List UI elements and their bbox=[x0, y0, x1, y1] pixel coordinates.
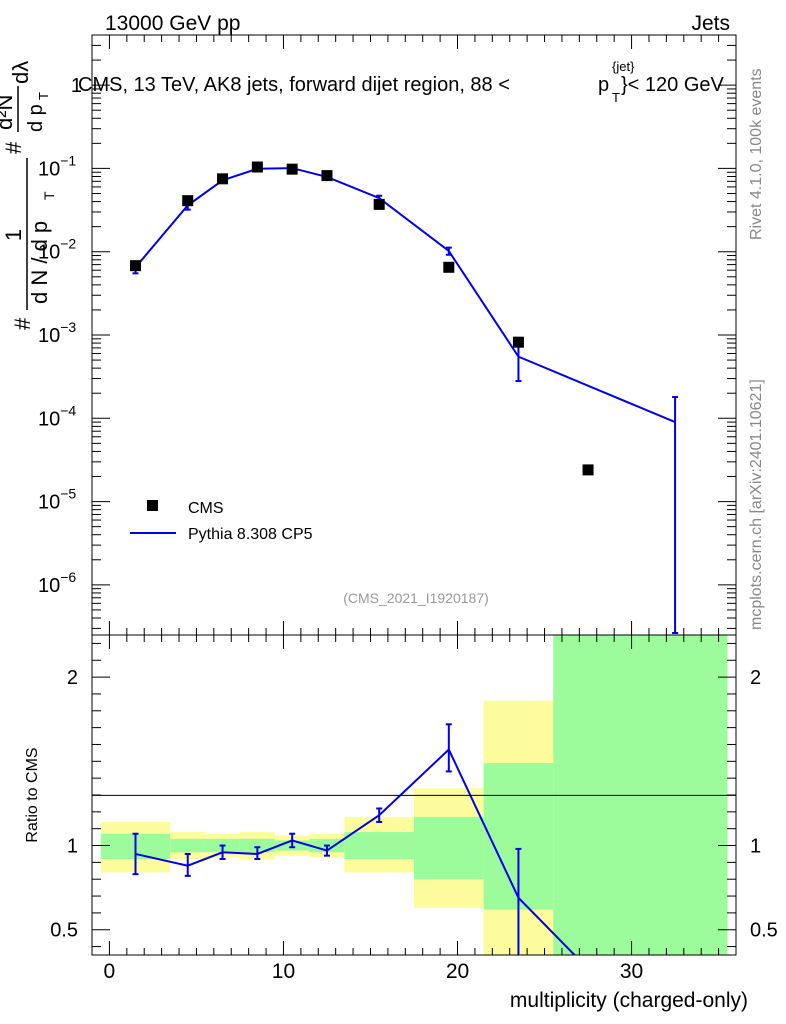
ratio-ytick-label-right-1: 1 bbox=[750, 836, 761, 858]
ratio-ytick-label-right-2: 2 bbox=[750, 667, 761, 689]
ylabel-hash: # bbox=[10, 317, 35, 330]
data-point-1 bbox=[182, 195, 194, 207]
band-green-3 bbox=[239, 838, 275, 853]
legend-data-label: CMS bbox=[188, 500, 224, 517]
main-frame bbox=[91, 34, 737, 636]
data-point-8 bbox=[512, 336, 524, 348]
side-rivet: Rivet 4.1.0, 100k events bbox=[748, 68, 765, 240]
ytick-label-0: 1 bbox=[71, 75, 82, 97]
xtick-label-3: 30 bbox=[620, 960, 643, 983]
axis-ticks: 0 10 20 30 1 10−1 10−2 10−3 10−4 10−5 10−6 0.5 0.5 1 1… bbox=[38, 34, 778, 983]
ylabel-hash2: # bbox=[1, 141, 26, 154]
xlabel: multiplicity (charged-only) bbox=[510, 989, 748, 1012]
legend: CMS Pythia 8.308 CP5 bbox=[130, 500, 313, 543]
plot-title: CMS, 13 TeV, AK8 jets, forward dijet reg… bbox=[78, 59, 725, 105]
ylabel-num: d²N bbox=[0, 95, 17, 130]
ytick-label-5: 10−5 bbox=[38, 486, 76, 514]
mc-line bbox=[134, 167, 676, 424]
xtick-label-1: 10 bbox=[272, 960, 295, 983]
legend-mc-label: Pythia 8.308 CP5 bbox=[188, 526, 313, 543]
data-point-4 bbox=[286, 163, 298, 175]
title-p: p bbox=[598, 74, 609, 96]
ratio-ytick-label-left-1: 1 bbox=[67, 836, 78, 858]
analysis-tag: (CMS_2021_I1920187) bbox=[343, 590, 489, 606]
data-point-0 bbox=[130, 260, 142, 272]
ylabel-dl: dλ bbox=[8, 61, 33, 84]
data-point-9 bbox=[582, 464, 594, 476]
legend-data-marker bbox=[147, 500, 158, 511]
xtick-label-2: 20 bbox=[446, 960, 469, 983]
title-sup: {jet} bbox=[612, 59, 635, 74]
data-point-2 bbox=[217, 173, 229, 185]
band-green-1 bbox=[170, 838, 206, 853]
title-main: CMS, 13 TeV, AK8 jets, forward dijet reg… bbox=[78, 74, 510, 96]
title-sub: T bbox=[612, 90, 620, 105]
data-point-7 bbox=[443, 261, 455, 273]
band-green-6 bbox=[344, 832, 414, 859]
ytick-label-3: 10−3 bbox=[38, 319, 76, 347]
ratio-ytick-label-left-0: 0.5 bbox=[50, 920, 78, 942]
ylabel-main: # 1 d N / d p T # d²N d p T dλ bbox=[0, 61, 57, 330]
xtick-label-0: 0 bbox=[104, 960, 116, 983]
ratio-ytick-label-left-2: 2 bbox=[67, 667, 78, 689]
ylabel-denom: d N / d p bbox=[27, 221, 52, 304]
data-point-3 bbox=[251, 161, 263, 173]
ylabel-T: T bbox=[41, 191, 57, 200]
title-end: }< 120 GeV bbox=[621, 74, 725, 96]
ratio-ytick-label-right-0: 0.5 bbox=[750, 920, 778, 942]
ylabel-one: 1 bbox=[1, 229, 26, 241]
main-series bbox=[130, 161, 679, 634]
ylabel-dpt: d p bbox=[25, 104, 47, 132]
ytick-label-2: 10−2 bbox=[38, 236, 76, 264]
side-site: mcplots.cern.ch [arXiv:2401.10621] bbox=[748, 379, 765, 630]
header-right: Jets bbox=[691, 12, 730, 35]
ylabel-ratio: Ratio to CMS bbox=[24, 747, 41, 842]
ratio-series bbox=[132, 723, 576, 955]
ytick-label-1: 10−1 bbox=[38, 152, 76, 180]
data-point-6 bbox=[373, 198, 385, 210]
ytick-label-6: 10−6 bbox=[38, 569, 76, 597]
ratio-mc-line bbox=[135, 747, 576, 955]
ytick-label-4: 10−4 bbox=[38, 402, 76, 430]
band-green-7 bbox=[414, 816, 484, 880]
ylabel-T2: T bbox=[36, 92, 51, 100]
data-point-5 bbox=[321, 170, 333, 182]
header-left: 13000 GeV pp bbox=[105, 12, 240, 35]
